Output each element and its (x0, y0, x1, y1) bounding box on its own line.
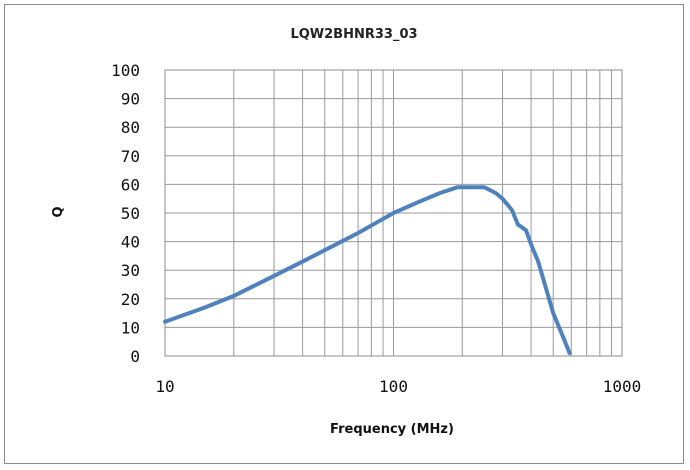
y-tick-label: 70 (121, 147, 140, 166)
plot-border (164, 69, 623, 357)
y-tick-label: 20 (121, 290, 140, 309)
y-tick-label: 60 (121, 175, 140, 194)
y-tick-label: 90 (121, 90, 140, 109)
x-tick-labels: 10 100 1000 (155, 377, 641, 396)
x-tick-label: 1000 (603, 377, 642, 396)
series-line-q (163, 185, 572, 356)
y-tick-label: 50 (121, 204, 140, 223)
y-tick-label: 40 (121, 233, 140, 252)
y-tick-label: 10 (121, 318, 140, 337)
x-axis-label: Frequency (MHz) (330, 422, 454, 437)
y-axis-label: Q (51, 206, 66, 217)
y-tick-label: 0 (130, 347, 140, 366)
x-tick-label: 100 (379, 377, 408, 396)
x-tick-label: 10 (155, 377, 174, 396)
chart-title: LQW2BHNR33_03 (290, 27, 417, 42)
y-tick-labels: 0 10 20 30 40 50 60 70 80 90 100 (111, 61, 140, 366)
y-tick-label: 30 (121, 261, 140, 280)
y-tick-label: 100 (111, 61, 140, 80)
y-tick-label: 80 (121, 118, 140, 137)
chart-frame (4, 4, 684, 464)
